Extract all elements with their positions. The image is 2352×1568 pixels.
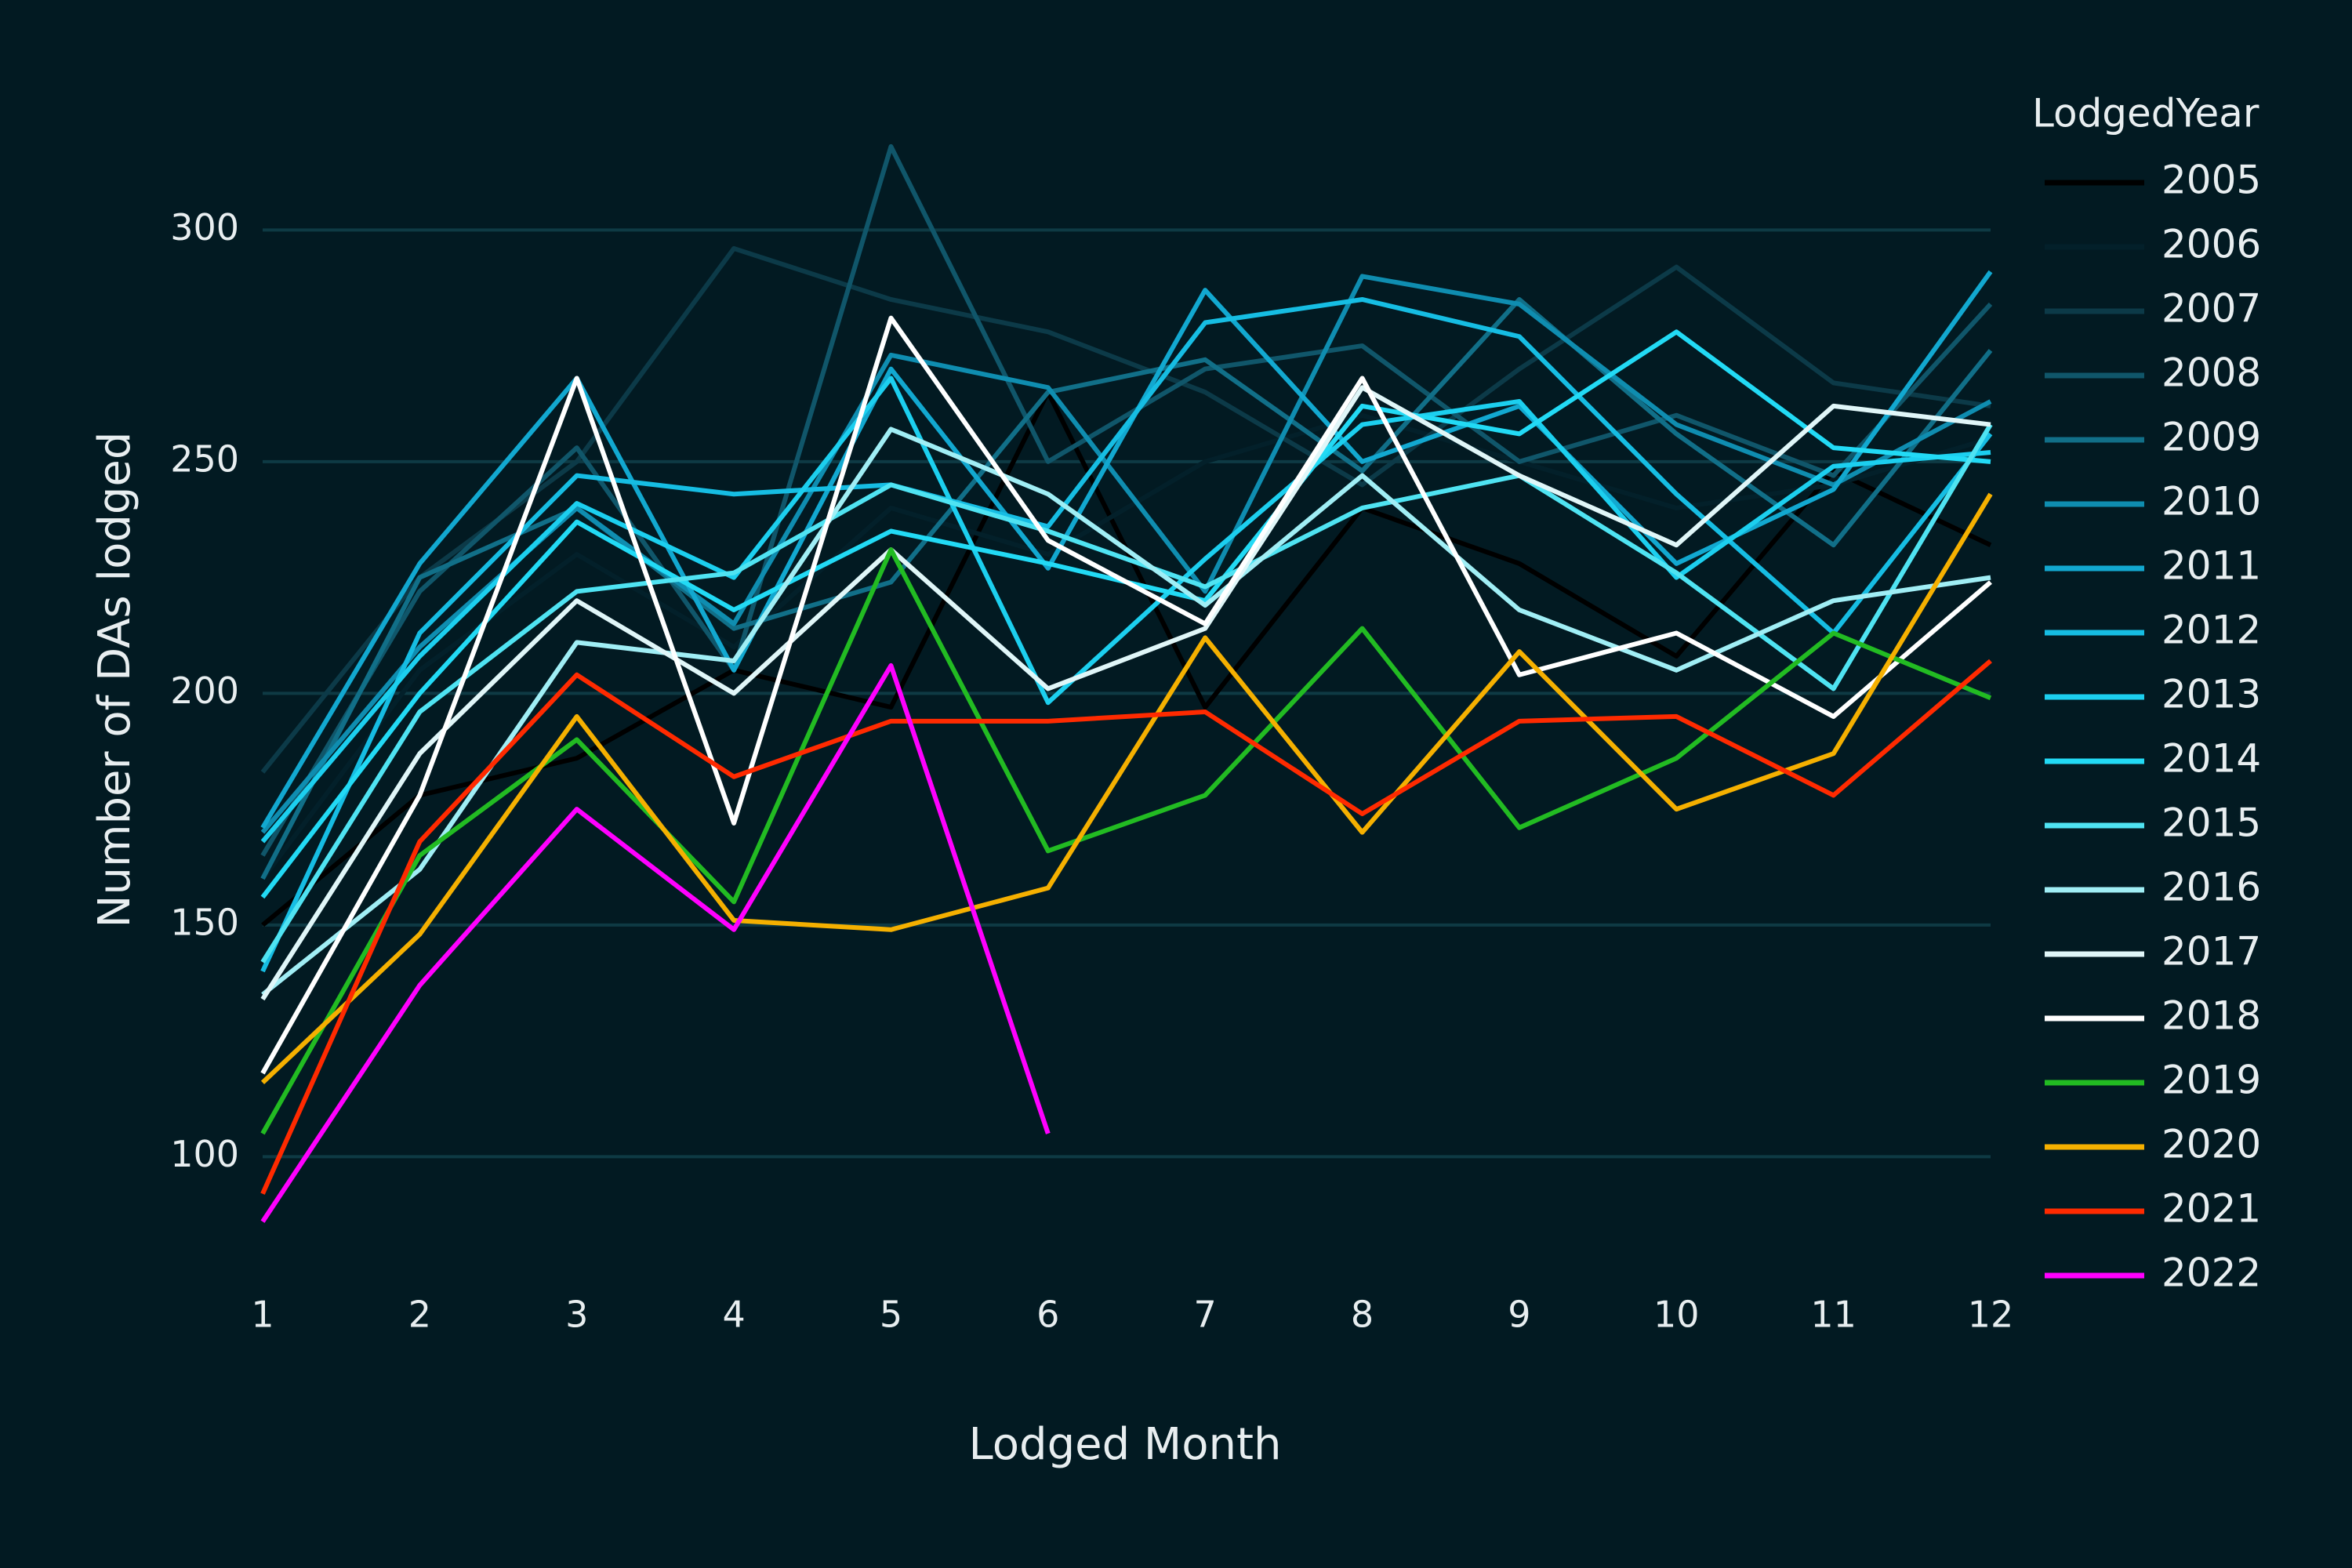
- x-tick-label: 1: [251, 1294, 274, 1336]
- legend-title: LodgedYear: [2032, 91, 2259, 136]
- series-line: [260, 296, 1993, 973]
- x-tick-label: 6: [1036, 1294, 1059, 1336]
- y-tick-label: 100: [170, 1133, 239, 1175]
- x-tick-label: 8: [1351, 1294, 1374, 1336]
- series-line: [260, 143, 1993, 857]
- x-tick-label: 4: [722, 1294, 745, 1336]
- legend-label: 2021: [2161, 1186, 2261, 1232]
- legend-label: 2011: [2161, 543, 2261, 589]
- series-line: [260, 385, 1991, 1001]
- legend-label: 2012: [2161, 608, 2261, 653]
- legend-label: 2006: [2161, 222, 2261, 267]
- y-axis-title: Number of DAs lodged: [89, 432, 140, 928]
- series-line: [261, 426, 1991, 996]
- series-line: [260, 376, 1991, 844]
- legend-label: 2018: [2161, 993, 2261, 1039]
- x-tick-label: 9: [1508, 1294, 1530, 1336]
- legend-label: 2020: [2161, 1122, 2261, 1167]
- series-line: [260, 547, 1992, 1135]
- x-tick-label: 3: [565, 1294, 588, 1336]
- legend-label: 2005: [2161, 158, 2261, 203]
- y-tick-label: 300: [170, 206, 239, 249]
- legend-label: 2013: [2161, 672, 2261, 717]
- x-tick-label: 5: [880, 1294, 902, 1336]
- series-line: [260, 659, 1992, 1195]
- legend-label: 2015: [2161, 800, 2261, 846]
- series-line: [260, 270, 1993, 829]
- legend-label: 2009: [2161, 415, 2261, 460]
- y-tick-label: 200: [170, 670, 239, 712]
- series-line: [260, 315, 1992, 1075]
- legend-label: 2016: [2161, 865, 2261, 910]
- series-line: [260, 492, 1993, 1085]
- legend-label: 2008: [2161, 350, 2261, 396]
- x-tick-label: 12: [1968, 1294, 2014, 1336]
- legend-label: 2014: [2161, 736, 2261, 782]
- legend-label: 2010: [2161, 479, 2261, 524]
- series-line: [260, 296, 1993, 880]
- x-tick-label: 11: [1810, 1294, 1857, 1336]
- legend-label: 2017: [2161, 929, 2261, 975]
- y-tick-label: 250: [170, 437, 239, 480]
- x-tick-label: 10: [1653, 1294, 1700, 1336]
- legend-label: 2007: [2161, 286, 2261, 332]
- legend-label: 2022: [2161, 1250, 2261, 1296]
- series-line: [260, 662, 1051, 1223]
- legend-label: 2019: [2161, 1058, 2261, 1103]
- x-tick-label: 7: [1194, 1294, 1217, 1336]
- x-tick-label: 2: [408, 1294, 431, 1336]
- x-axis-title: Lodged Month: [969, 1419, 1282, 1470]
- y-tick-label: 150: [170, 901, 239, 943]
- series-line: [260, 423, 1993, 964]
- series-line: [260, 245, 1991, 774]
- series-line: [260, 412, 1991, 880]
